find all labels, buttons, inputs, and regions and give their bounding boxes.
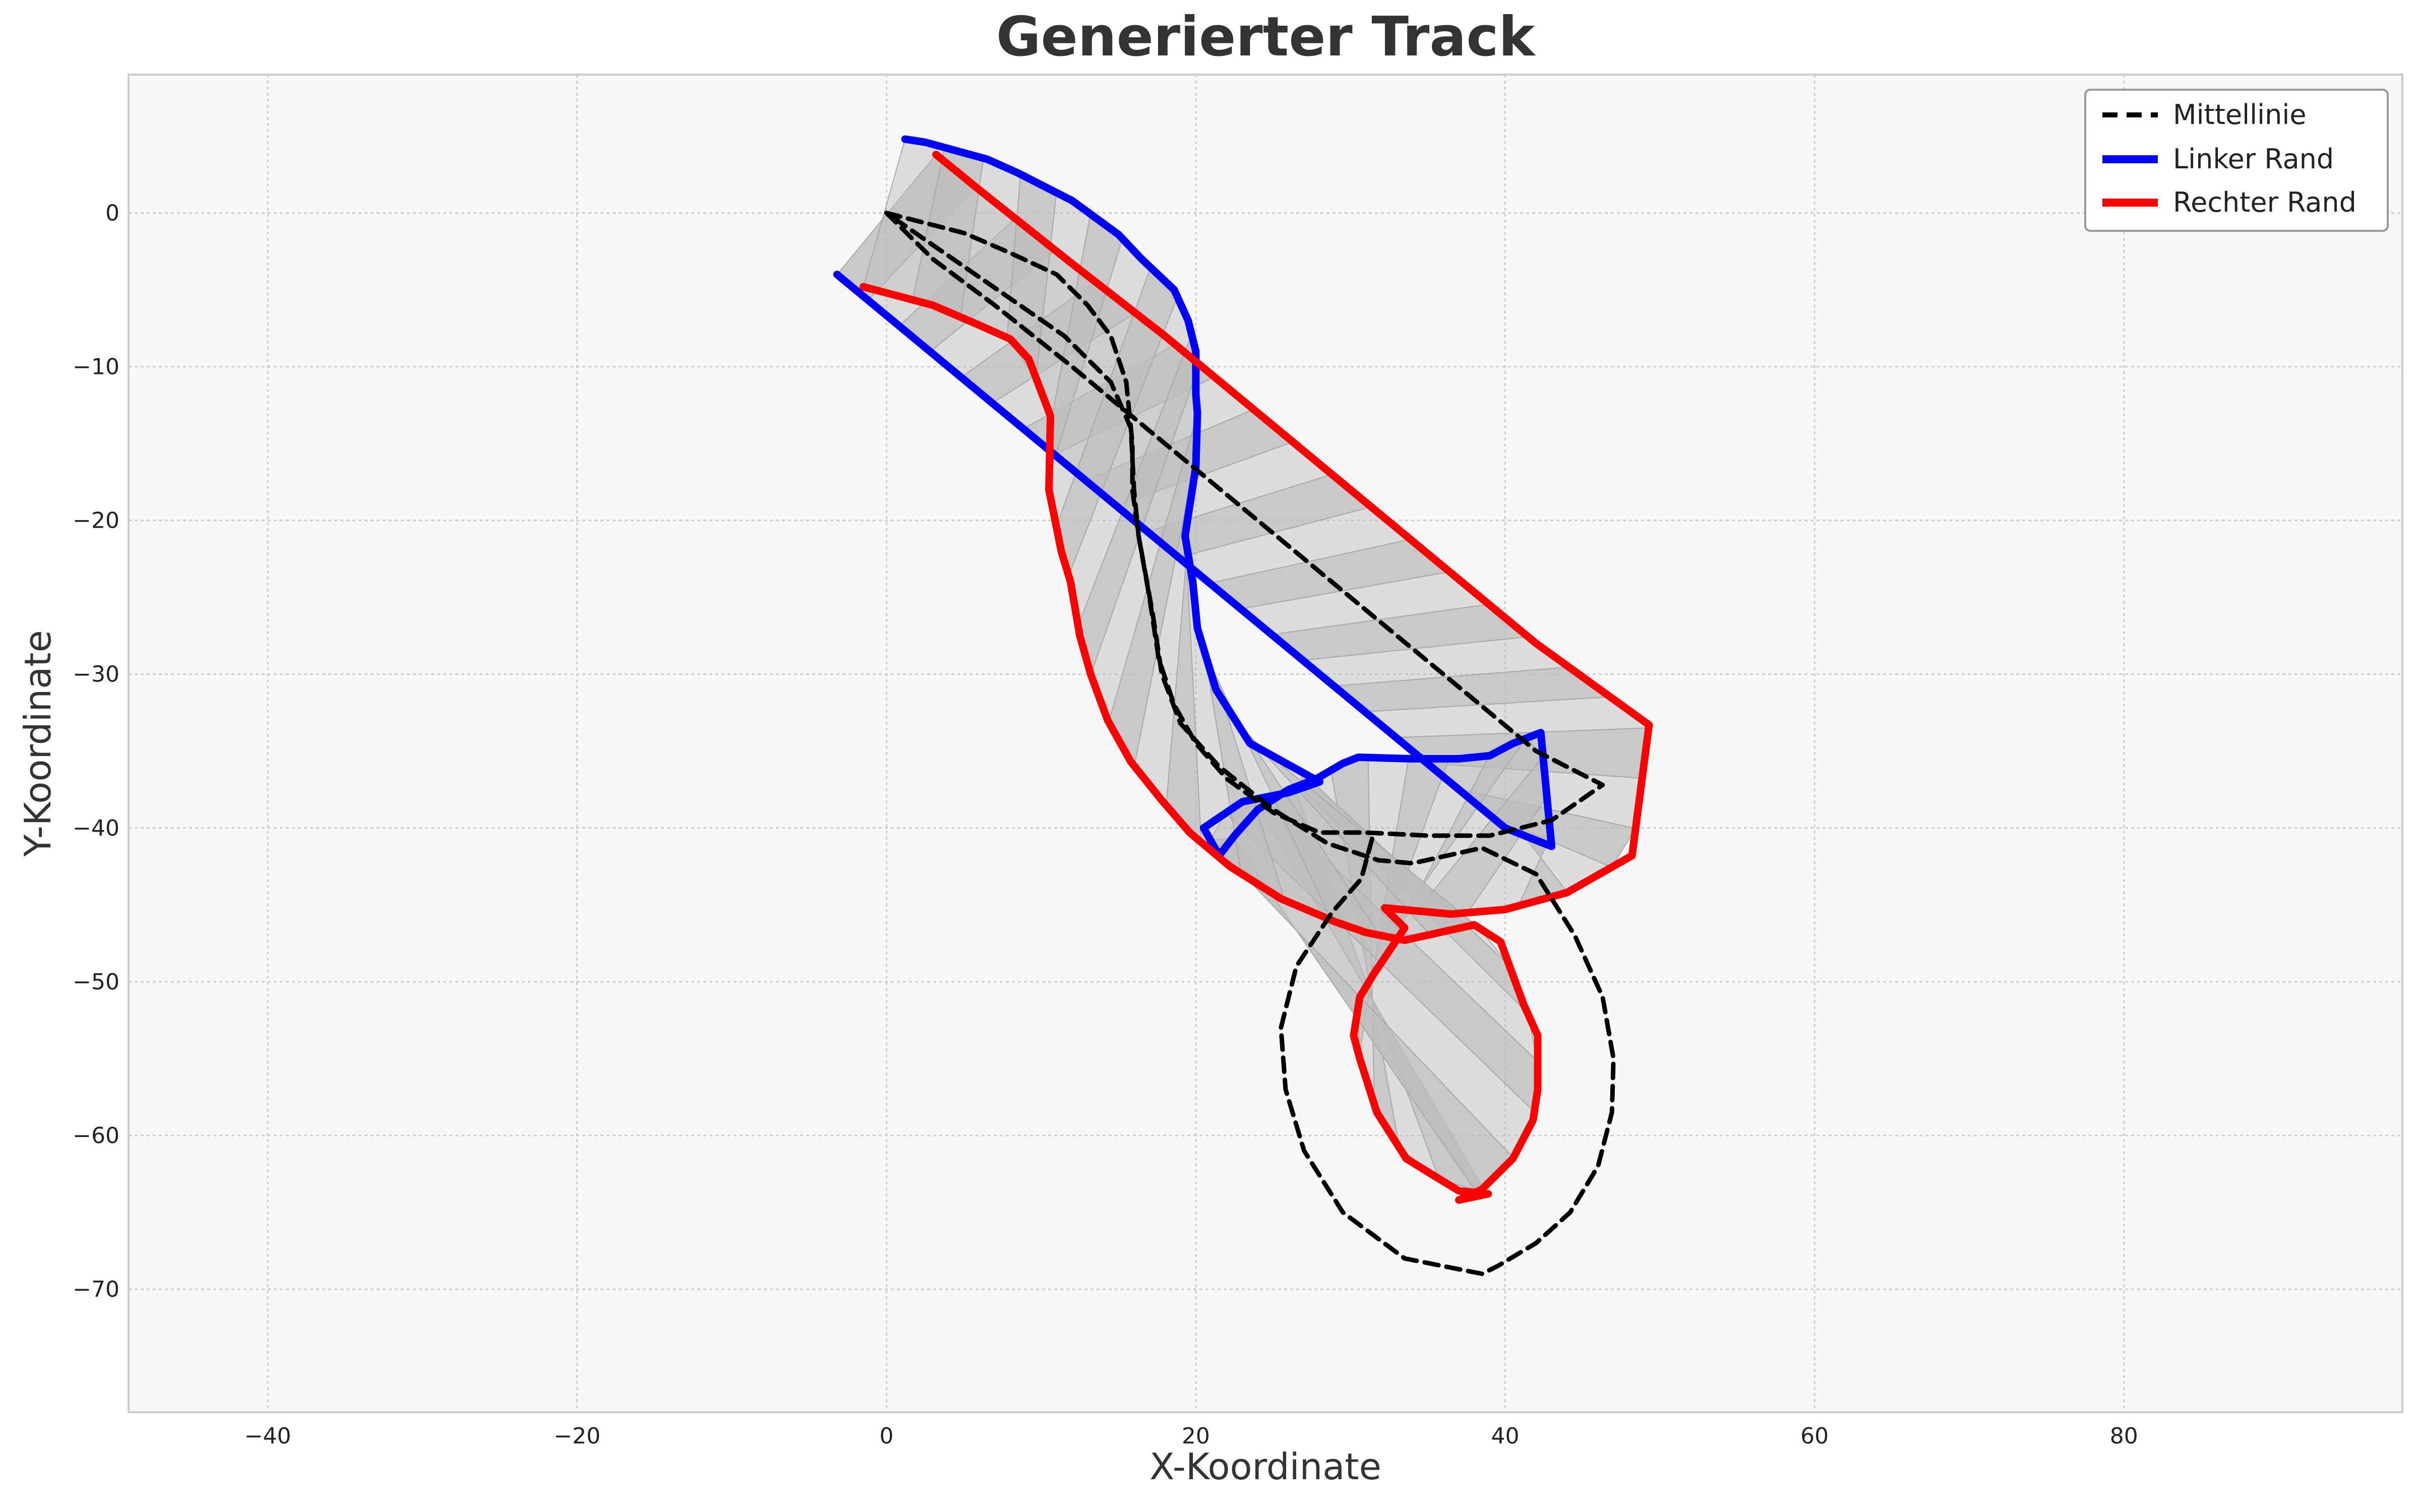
track-surface — [836, 138, 1650, 1195]
y-tick-label: −10 — [73, 354, 119, 380]
y-tick-label: −20 — [73, 508, 119, 534]
x-tick-label: 40 — [1491, 1423, 1520, 1449]
y-tick-labels: 0 −10 −20 −30 −40 −50 −60 −70 — [73, 201, 119, 1302]
legend-label-centerline: Mittellinie — [2173, 99, 2307, 131]
legend-label-left-edge: Linker Rand — [2173, 143, 2334, 175]
y-tick-label: −30 — [73, 662, 119, 687]
y-tick-label: −50 — [73, 969, 119, 995]
left-edge-series — [833, 135, 1556, 860]
x-tick-label: −20 — [554, 1423, 600, 1449]
series-lines — [833, 135, 1653, 1276]
plot-area — [128, 74, 2403, 1413]
legend-label-right-edge: Rechter Rand — [2173, 186, 2356, 218]
centerline-series — [884, 211, 1616, 1276]
legend-item-right-edge: Rechter Rand — [2102, 186, 2356, 218]
grid-lines — [129, 75, 2402, 1412]
x-tick-label: 0 — [879, 1423, 893, 1449]
y-tick-label: −40 — [73, 815, 119, 841]
legend-item-centerline: Mittellinie — [2102, 99, 2307, 131]
legend-item-left-edge: Linker Rand — [2102, 143, 2334, 175]
y-tick-label: −70 — [73, 1277, 119, 1302]
chart-title: Generierter Track — [996, 6, 1536, 69]
y-tick-label: −60 — [73, 1123, 119, 1149]
legend: Mittellinie Linker Rand Rechter Rand — [2084, 89, 2389, 232]
x-axis-label: X-Koordinate — [1150, 1445, 1381, 1488]
legend-box — [2084, 89, 2389, 232]
x-tick-label: 80 — [2110, 1423, 2138, 1449]
y-tick-label: 0 — [105, 201, 119, 226]
x-tick-label: 20 — [1182, 1423, 1210, 1449]
x-tick-labels: −40 −20 0 20 40 60 80 — [245, 1423, 2138, 1449]
x-tick-label: 60 — [1800, 1423, 1829, 1449]
y-axis-label: Y-Koordinate — [17, 630, 59, 857]
right-edge-series — [859, 151, 1653, 1204]
x-tick-label: −40 — [245, 1423, 291, 1449]
